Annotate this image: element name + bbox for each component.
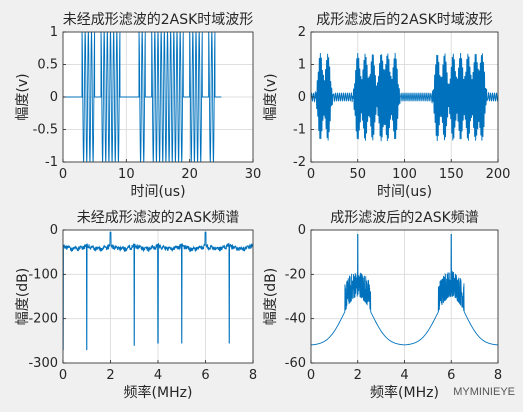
x-tick-label: 150 bbox=[439, 167, 464, 182]
y-axis-label: 幅度(v) bbox=[263, 73, 279, 120]
y-tick-label: 0 bbox=[298, 223, 306, 238]
x-tick-label: 20 bbox=[181, 167, 198, 182]
series-line bbox=[63, 32, 222, 162]
y-tick-label: 1 bbox=[50, 25, 58, 40]
y-tick-label: -0.5 bbox=[33, 123, 58, 138]
series-line bbox=[311, 52, 498, 142]
x-tick-label: 50 bbox=[349, 167, 366, 182]
x-axis-label: 频率(MHz) bbox=[370, 384, 439, 401]
y-tick-label: -40 bbox=[285, 312, 306, 327]
series-line bbox=[63, 231, 253, 351]
y-tick-label: -2 bbox=[293, 155, 306, 170]
x-tick-label: 0 bbox=[307, 167, 315, 182]
x-tick-label: 0 bbox=[59, 167, 67, 182]
y-axis-label: 幅度(dB) bbox=[15, 268, 31, 325]
chart-title: 成形滤波后的2ASK时域波形 bbox=[316, 12, 493, 28]
y-axis-label: 幅度(v) bbox=[15, 73, 31, 120]
x-axis-label: 时间(us) bbox=[377, 184, 432, 200]
x-tick-label: 0 bbox=[307, 368, 315, 383]
x-tick-label: 8 bbox=[249, 368, 257, 383]
x-tick-label: 30 bbox=[245, 167, 262, 182]
x-tick-label: 10 bbox=[118, 167, 135, 182]
y-tick-label: -60 bbox=[285, 356, 306, 371]
x-axis-label: 频率(MHz) bbox=[124, 384, 193, 401]
x-tick-label: 0 bbox=[59, 368, 67, 383]
y-tick-label: 1 bbox=[298, 58, 306, 73]
y-axis-label: 幅度(dB) bbox=[263, 268, 279, 325]
x-tick-label: 200 bbox=[486, 167, 511, 182]
series-line bbox=[311, 233, 498, 346]
y-tick-label: -1 bbox=[293, 123, 306, 138]
y-tick-label: 0 bbox=[50, 223, 58, 238]
x-tick-label: 2 bbox=[354, 368, 362, 383]
chart-title: 未经成形滤波的2ASK时域波形 bbox=[63, 12, 254, 28]
x-tick-label: 8 bbox=[494, 368, 502, 383]
y-tick-label: 2 bbox=[298, 25, 306, 40]
y-tick-label: -20 bbox=[285, 267, 306, 282]
y-tick-label: -200 bbox=[28, 312, 58, 327]
y-tick-label: -1 bbox=[45, 155, 58, 170]
watermark-text: MYMINIEYE bbox=[453, 386, 515, 398]
x-axis-label: 时间(us) bbox=[130, 184, 185, 200]
chart-title: 成形滤波后的2ASK频谱 bbox=[330, 210, 479, 226]
y-tick-label: -300 bbox=[28, 356, 58, 371]
x-tick-label: 2 bbox=[106, 368, 114, 383]
x-tick-label: 6 bbox=[447, 368, 455, 383]
x-tick-label: 100 bbox=[392, 167, 417, 182]
chart-title: 未经成形滤波的2ASK频谱 bbox=[77, 210, 240, 226]
y-tick-label: -100 bbox=[28, 267, 58, 282]
x-tick-label: 4 bbox=[400, 368, 408, 383]
y-tick-label: 0.5 bbox=[37, 58, 58, 73]
x-tick-label: 4 bbox=[154, 368, 162, 383]
x-tick-label: 6 bbox=[201, 368, 209, 383]
y-tick-label: 0 bbox=[50, 90, 58, 105]
y-tick-label: 0 bbox=[298, 90, 306, 105]
